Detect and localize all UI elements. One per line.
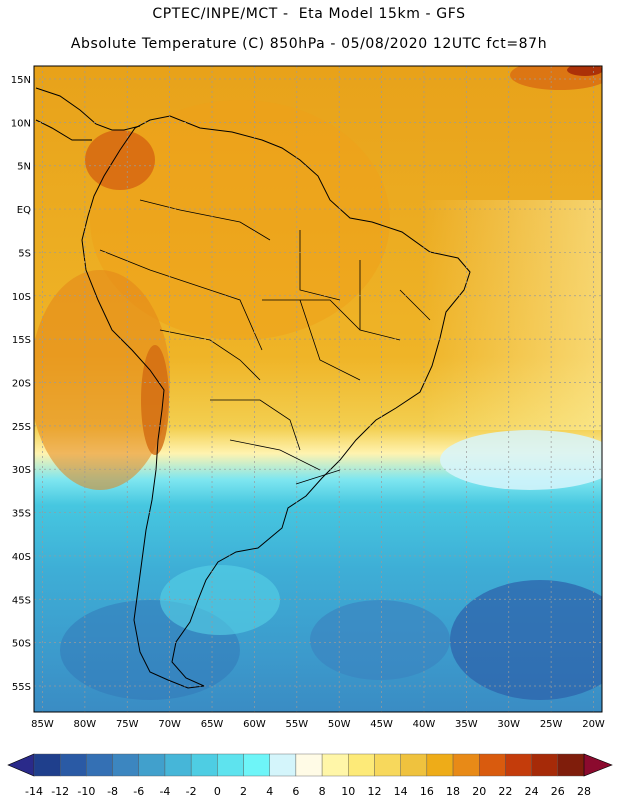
colorbar-swatch xyxy=(348,753,375,777)
lon-label: 35W xyxy=(455,719,478,730)
lon-label: 60W xyxy=(243,719,266,730)
country-borders xyxy=(99,199,431,485)
colorbar-swatch xyxy=(295,753,323,777)
colorbar-label: -6 xyxy=(133,785,144,798)
chart-title-line2: Absolute Temperature (C) 850hPa - 05/08/… xyxy=(70,36,548,52)
lon-label: 30W xyxy=(497,719,520,730)
colorbar-swatch xyxy=(400,753,428,777)
colorbar-label: 22 xyxy=(498,785,512,798)
lat-label: 35S xyxy=(12,509,31,520)
lon-label: 70W xyxy=(158,719,181,730)
chart-title-line1: CPTEC/INPE/MCT - Eta Model 15km - GFS xyxy=(152,6,466,22)
lon-label: 80W xyxy=(74,719,97,730)
latitude-labels: 15N 10N 5N EQ 5S 10S 15S 20S 25S 30S 35S 40S 45S 50S 5… xyxy=(11,75,31,693)
colorbar-swatch xyxy=(33,753,61,777)
colorbar-label: 26 xyxy=(551,785,565,798)
colorbar-label: 12 xyxy=(367,785,381,798)
lat-label: 20S xyxy=(12,378,31,389)
colorbar-label: -10 xyxy=(77,785,95,798)
lat-label: 40S xyxy=(12,552,31,563)
colorbar-swatch xyxy=(505,753,532,777)
colorbar: -14 -12 -10 -8 -6 -4 -2 0 2 4 6 8 10 12 14 16 18 20 22 24 26… xyxy=(7,753,613,798)
colorbar-swatch xyxy=(243,753,270,777)
colorbar-label: -8 xyxy=(107,785,118,798)
colorbar-over-arrow xyxy=(583,753,613,777)
lon-label: 40W xyxy=(413,719,436,730)
colorbar-label: 0 xyxy=(214,785,221,798)
lon-label: 65W xyxy=(201,719,224,730)
lat-label: 15S xyxy=(12,335,31,346)
colorbar-swatch xyxy=(531,753,559,777)
colorbar-label: 8 xyxy=(319,785,326,798)
colorbar-label: 20 xyxy=(472,785,486,798)
lat-label: 45S xyxy=(12,595,31,606)
colorbar-swatch xyxy=(138,753,166,777)
colorbar-under-arrow xyxy=(7,753,35,777)
colorbar-label: 2 xyxy=(240,785,247,798)
lon-label: 25W xyxy=(540,719,563,730)
lat-label: EQ xyxy=(17,205,31,216)
south-america-coastline xyxy=(81,115,471,689)
colorbar-label: 28 xyxy=(577,785,591,798)
colorbar-swatch xyxy=(86,753,113,777)
longitude-labels: 85W 80W 75W 70W 65W 60W 55W 50W 45W 40W 35W 30W 25W 2… xyxy=(31,719,605,730)
colorbar-swatch xyxy=(112,753,139,777)
colorbar-label: 24 xyxy=(525,785,539,798)
lat-label: 15N xyxy=(11,75,31,86)
lat-label: 5N xyxy=(17,162,31,173)
lon-label: 20W xyxy=(582,719,605,730)
colorbar-swatch xyxy=(269,753,297,777)
colorbar-label: 16 xyxy=(420,785,434,798)
colorbar-label: 6 xyxy=(292,785,299,798)
colorbar-swatch xyxy=(321,753,349,777)
lon-label: 85W xyxy=(31,719,54,730)
lon-label: 55W xyxy=(285,719,308,730)
colorbar-swatch xyxy=(452,753,480,777)
colorbar-label: -4 xyxy=(159,785,170,798)
temperature-field xyxy=(34,66,602,712)
colorbar-swatch xyxy=(190,753,218,777)
colorbar-label: -2 xyxy=(186,785,197,798)
central-america-coastline xyxy=(35,87,141,141)
lon-label: 50W xyxy=(328,719,351,730)
colorbar-label: -12 xyxy=(51,785,69,798)
colorbar-label: -14 xyxy=(25,785,43,798)
colorbar-swatch xyxy=(217,753,244,777)
lat-label: 30S xyxy=(12,465,31,476)
colorbar-swatch xyxy=(479,753,506,777)
colorbar-swatch xyxy=(557,753,585,777)
colorbar-swatch xyxy=(164,753,192,777)
colorbar-label: 4 xyxy=(266,785,273,798)
colorbar-label: 18 xyxy=(446,785,460,798)
lat-label: 5S xyxy=(18,248,31,259)
map-frame xyxy=(33,65,603,713)
lon-label: 75W xyxy=(116,719,139,730)
lat-label: 50S xyxy=(12,639,31,650)
lat-label: 10N xyxy=(11,118,31,129)
colorbar-label: 10 xyxy=(341,785,355,798)
lat-label: 10S xyxy=(12,292,31,303)
lat-label: 55S xyxy=(12,682,31,693)
colorbar-swatch xyxy=(426,753,454,777)
lon-label: 45W xyxy=(370,719,393,730)
lat-label: 25S xyxy=(12,422,31,433)
colorbar-swatch xyxy=(374,753,401,777)
colorbar-swatch xyxy=(59,753,87,777)
colorbar-label: 14 xyxy=(394,785,408,798)
